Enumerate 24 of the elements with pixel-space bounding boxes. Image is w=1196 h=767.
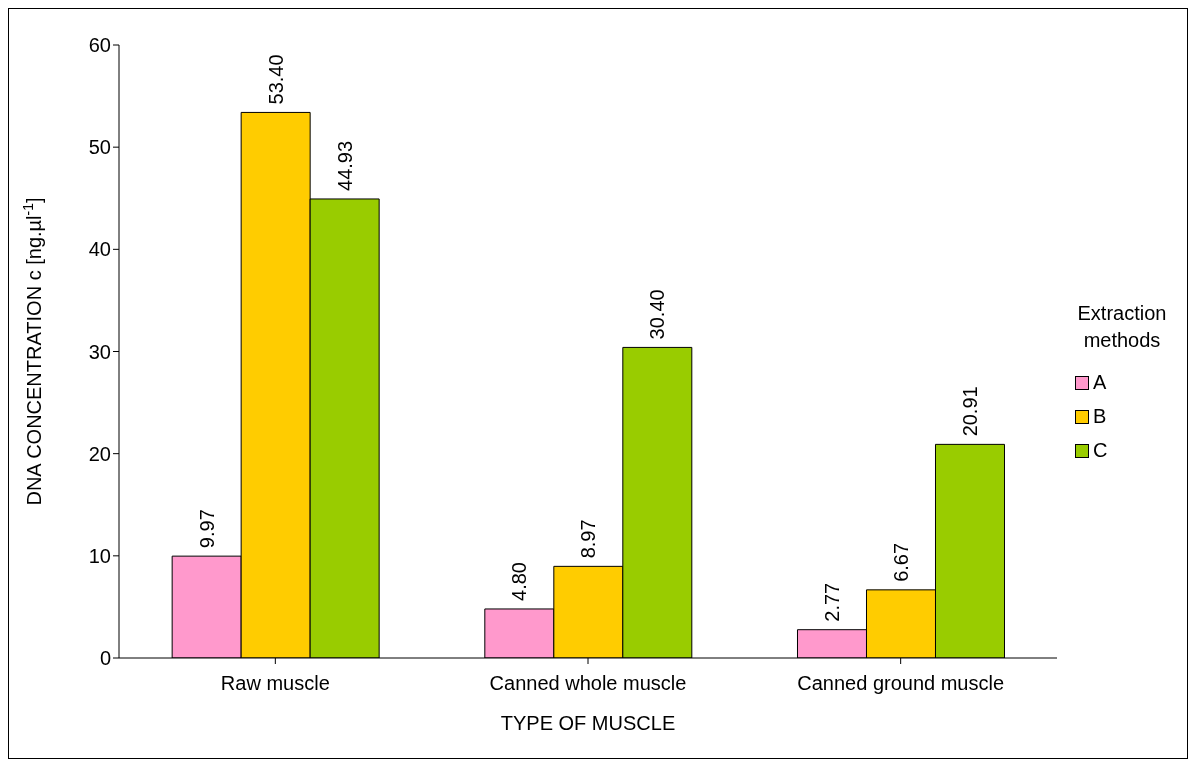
data-label: 20.91 <box>958 386 981 437</box>
y-tick-label: 30 <box>88 340 111 363</box>
x-tick-label: Canned whole muscle <box>489 672 687 695</box>
legend-title: Extraction methods <box>1076 300 1168 353</box>
legend-label: A <box>1093 371 1107 394</box>
x-tick-label: Raw muscle <box>220 672 330 695</box>
data-label: 6.67 <box>889 542 912 582</box>
y-tick-label: 10 <box>88 544 111 567</box>
data-label: 9.97 <box>195 509 218 549</box>
data-label: 30.40 <box>646 289 669 340</box>
y-tick-label: 40 <box>88 238 111 261</box>
data-label: 2.77 <box>820 582 843 622</box>
y-tick-label: 20 <box>88 442 111 465</box>
y-tick-label: 60 <box>88 34 111 57</box>
x-axis-title: TYPE OF MUSCLE <box>500 712 676 734</box>
x-tick-label: Canned ground muscle <box>797 672 1005 695</box>
y-tick-label: 50 <box>88 136 111 159</box>
y-tick-label: 0 <box>99 647 111 670</box>
data-label: 4.80 <box>508 562 531 601</box>
data-label: 44.93 <box>333 140 356 191</box>
data-label: 53.40 <box>264 54 287 105</box>
legend-label: B <box>1093 405 1107 428</box>
legend-label: C <box>1093 439 1108 462</box>
data-label: 8.97 <box>577 519 600 559</box>
